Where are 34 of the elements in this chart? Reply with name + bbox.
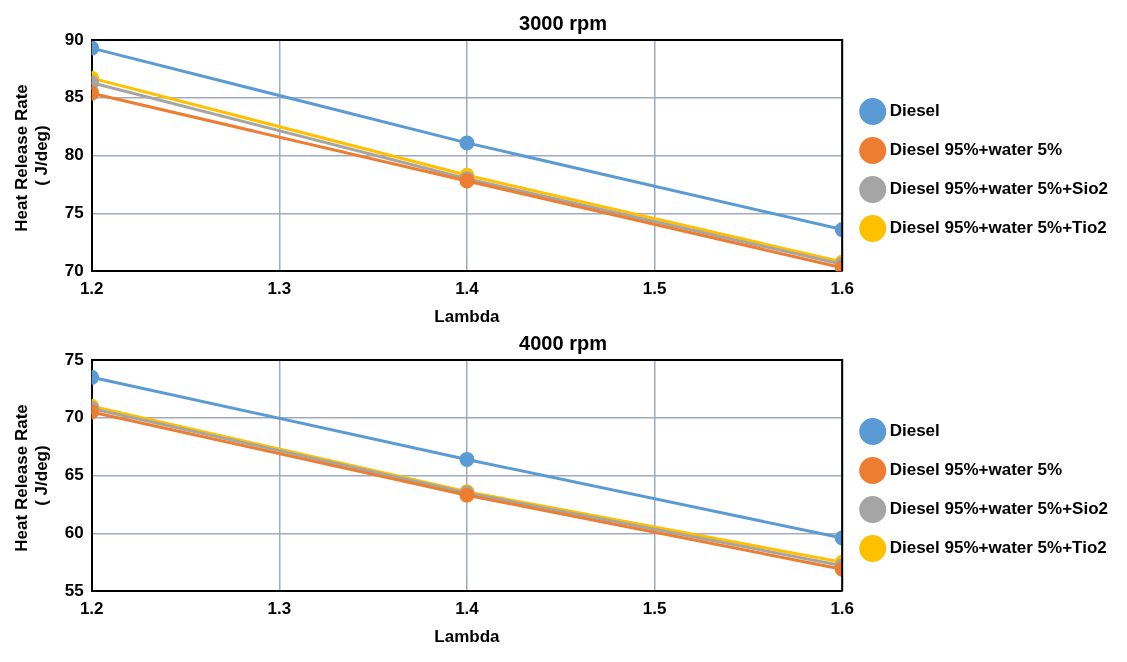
legend-label: Diesel xyxy=(889,421,940,441)
legend-label: Diesel 95%+water 5%+Tio2 xyxy=(889,218,1107,238)
x-axis-title: Lambda xyxy=(434,627,501,647)
y-tick-label: 60 xyxy=(64,523,84,543)
x-tick-label: 1.2 xyxy=(79,599,104,619)
y-tick-label: 65 xyxy=(64,465,84,485)
legend-label: Diesel 95%+water 5%+Sio2 xyxy=(889,179,1108,199)
x-tick-label: 1.6 xyxy=(830,599,855,619)
y-tick-label: 85 xyxy=(64,87,84,107)
legend-label: Diesel xyxy=(889,101,940,121)
y-tick-label: 90 xyxy=(64,29,84,49)
x-tick-label: 1.5 xyxy=(642,599,667,619)
x-tick-label: 1.5 xyxy=(642,279,667,299)
chart-title: 3000 rpm xyxy=(519,11,607,34)
y-tick-label: 70 xyxy=(64,260,84,280)
y-axis-title: Heat Release Rate ( J/deg) xyxy=(11,79,52,232)
legend-label: Diesel 95%+water 5% xyxy=(889,140,1063,160)
y-tick-label: 80 xyxy=(64,145,84,165)
y-tick-label: 55 xyxy=(64,580,84,600)
chart-title: 4000 rpm xyxy=(519,331,607,354)
legend-label: Diesel 95%+water 5%+Tio2 xyxy=(889,538,1107,558)
x-tick-label: 1.4 xyxy=(455,279,480,299)
y-tick-label: 70 xyxy=(64,407,84,427)
y-tick-label: 75 xyxy=(64,203,84,223)
y-axis-title: Heat Release Rate ( J/deg) xyxy=(11,399,52,552)
x-tick-label: 1.6 xyxy=(830,279,855,299)
x-tick-label: 1.3 xyxy=(267,599,292,619)
y-tick-label: 75 xyxy=(64,349,84,369)
x-tick-label: 1.3 xyxy=(267,279,292,299)
x-tick-label: 1.4 xyxy=(455,599,480,619)
x-axis-title: Lambda xyxy=(434,307,501,327)
legend-label: Diesel 95%+water 5% xyxy=(889,460,1063,480)
x-tick-label: 1.2 xyxy=(79,279,104,299)
legend-label: Diesel 95%+water 5%+Sio2 xyxy=(889,499,1108,519)
